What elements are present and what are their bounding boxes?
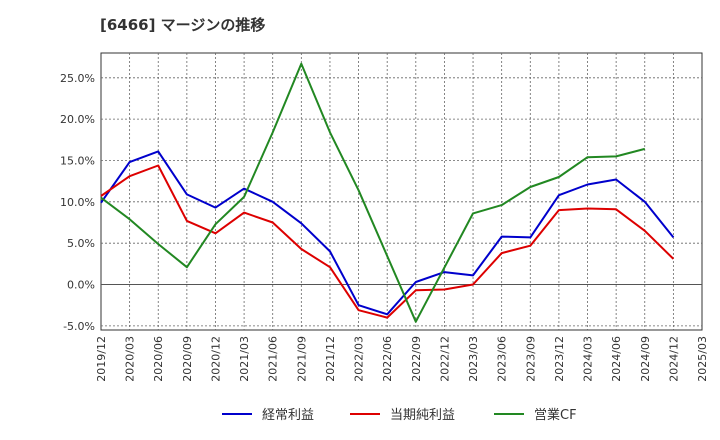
y-tick-label: 0.0% <box>67 279 95 292</box>
x-tick-label: 2023/06 <box>496 336 509 382</box>
x-tick-label: 2021/09 <box>295 336 308 382</box>
x-tick-label: 2022/03 <box>353 336 366 382</box>
x-tick-label: 2023/03 <box>467 336 480 382</box>
x-tick-label: 2024/06 <box>610 336 623 382</box>
x-tick-label: 2019/12 <box>95 336 108 382</box>
x-tick-label: 2022/06 <box>381 336 394 382</box>
x-tick-label: 2020/03 <box>124 336 137 382</box>
x-tick-label: 2025/03 <box>696 336 709 382</box>
x-tick-label: 2020/09 <box>181 336 194 382</box>
x-tick-label: 2022/12 <box>438 336 451 382</box>
chart-title: [6466] マージンの推移 <box>100 16 265 34</box>
x-tick-label: 2024/09 <box>639 336 652 382</box>
x-tick-label: 2022/09 <box>410 336 423 382</box>
series-lines <box>100 62 675 323</box>
x-tick-label: 2021/12 <box>324 336 337 382</box>
x-tick-label: 2020/06 <box>152 336 165 382</box>
y-tick-label: 25.0% <box>60 72 95 85</box>
series-line-0 <box>100 150 675 316</box>
x-tick-label: 2024/03 <box>582 336 595 382</box>
y-tick-label: 15.0% <box>60 154 95 167</box>
plot-area <box>100 52 703 331</box>
x-tick-label: 2021/06 <box>267 336 280 382</box>
y-axis-ticks: -5.0% 0.0% 5.0% 10.0% 15.0% 20.0% 25.0% <box>60 72 95 333</box>
x-tick-label: 2023/12 <box>553 336 566 382</box>
y-tick-label: -5.0% <box>63 320 95 333</box>
legend: 経常利益 当期純利益 営業CF <box>222 407 577 423</box>
x-axis-ticks: 2019/12 2020/03 2020/06 2020/09 2020/12 2021/… <box>95 336 709 382</box>
legend-label: 営業CF <box>534 407 577 423</box>
legend-label: 経常利益 <box>262 408 314 423</box>
x-tick-label: 2020/12 <box>209 336 222 382</box>
x-tick-label: 2021/03 <box>238 336 251 382</box>
y-tick-label: 20.0% <box>60 113 95 126</box>
y-tick-label: 10.0% <box>60 196 95 209</box>
y-tick-label: 5.0% <box>67 237 95 250</box>
x-tick-label: 2024/12 <box>667 336 680 382</box>
series-line-2 <box>100 62 646 323</box>
x-tick-label: 2023/09 <box>524 336 537 382</box>
series-line-1 <box>100 164 675 319</box>
legend-label: 当期純利益 <box>390 408 455 423</box>
